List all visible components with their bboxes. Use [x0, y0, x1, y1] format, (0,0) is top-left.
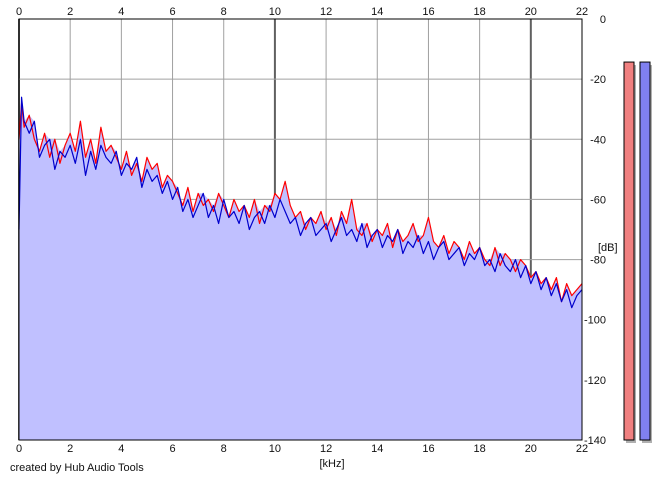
spectrum-fill — [19, 97, 582, 440]
y-tick-label: -80 — [590, 255, 606, 267]
y-tick-label: -100 — [584, 315, 606, 327]
x-tick-label: 2 — [67, 6, 73, 18]
x-tick-labels-top: 0 2 4 6 8 10 12 14 16 18 20 22 — [16, 6, 588, 18]
x-tick-label: 10 — [269, 6, 281, 18]
x-tick-label: 16 — [422, 6, 434, 18]
y-tick-label: -120 — [584, 375, 606, 387]
x-tick-label: 8 — [221, 443, 227, 455]
x-tick-label: 16 — [422, 443, 434, 455]
y-tick-label: -140 — [584, 435, 606, 447]
x-axis-label: [kHz] — [319, 458, 344, 470]
y-tick-label: -40 — [590, 134, 606, 146]
x-tick-label: 0 — [16, 443, 22, 455]
x-tick-label: 12 — [320, 6, 332, 18]
spectrum-lines — [18, 96, 583, 309]
y-tick-label: -60 — [590, 194, 606, 206]
x-tick-label: 20 — [525, 6, 537, 18]
y-tick-label: 0 — [600, 14, 606, 26]
x-tick-label: 22 — [576, 6, 588, 18]
y-tick-labels: 0 -20 -40 -60 -80 -100 -120 -140 — [584, 14, 606, 447]
x-tick-label: 6 — [169, 443, 175, 455]
spectrum-fill-area — [19, 97, 582, 440]
plot-frame — [18, 18, 583, 441]
x-tick-label: 8 — [221, 6, 227, 18]
x-tick-label: 22 — [576, 443, 588, 455]
meter-bar-red — [623, 61, 635, 441]
y-axis-label: [dB] — [598, 242, 618, 254]
x-tick-label: 4 — [118, 443, 124, 455]
x-tick-label: 0 — [16, 6, 22, 18]
y-tick-label: -20 — [590, 74, 606, 86]
x-tick-labels-bottom: 0 2 4 6 8 10 12 14 16 18 20 22 — [16, 443, 588, 455]
x-tick-label: 14 — [371, 6, 383, 18]
x-tick-label: 14 — [371, 443, 383, 455]
x-tick-label: 10 — [269, 443, 281, 455]
x-tick-label: 20 — [525, 443, 537, 455]
x-tick-label: 18 — [474, 443, 486, 455]
x-tick-label: 4 — [118, 6, 124, 18]
x-tick-label: 12 — [320, 443, 332, 455]
level-meters — [623, 61, 652, 444]
credit-text: created by Hub Audio Tools — [10, 462, 144, 474]
x-tick-label: 6 — [169, 6, 175, 18]
meter-bar-blue — [639, 61, 651, 441]
x-tick-label: 2 — [67, 443, 73, 455]
series-line-blue — [18, 96, 583, 309]
x-tick-label: 18 — [474, 6, 486, 18]
